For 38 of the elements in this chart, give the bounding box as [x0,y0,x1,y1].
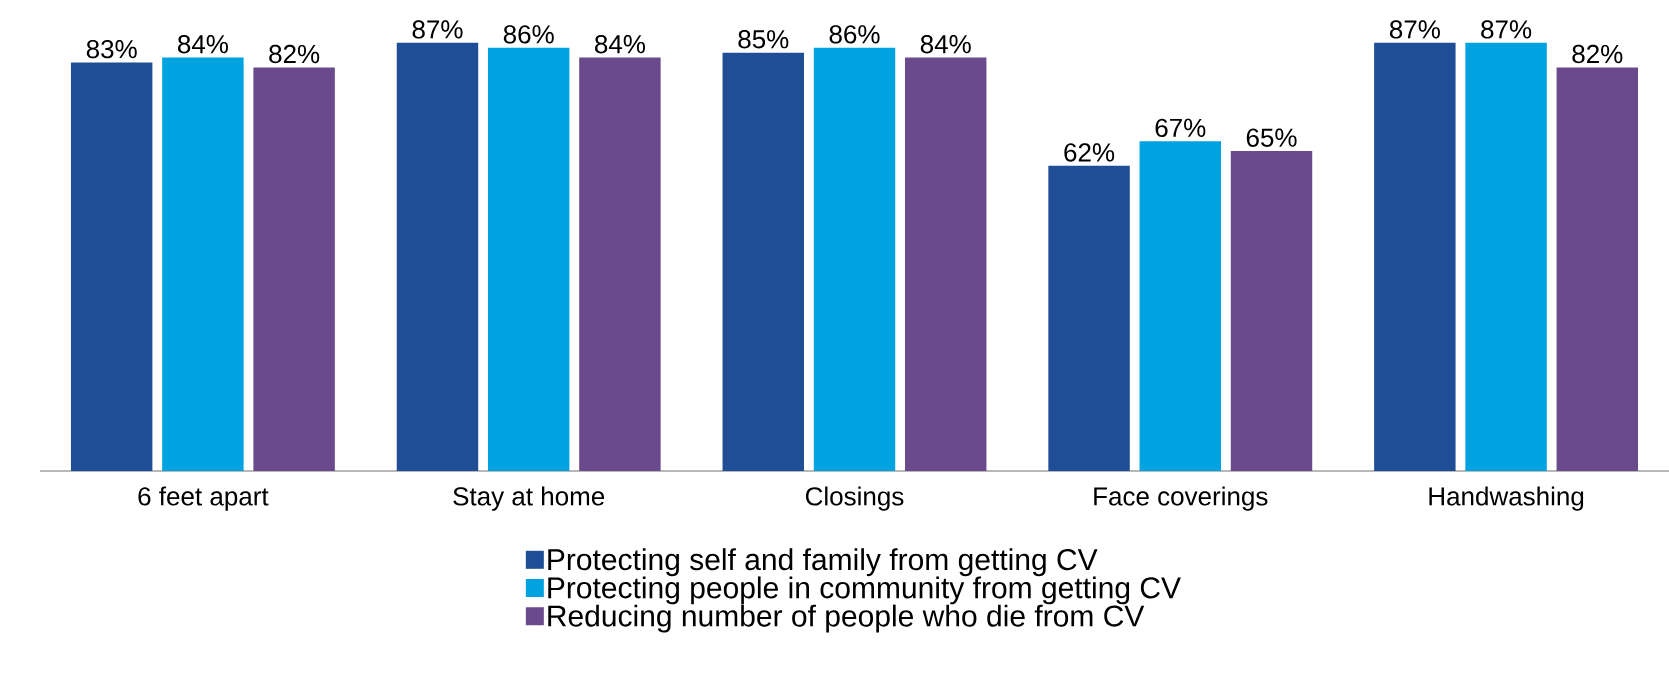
data-label: 84% [595,34,645,54]
bar [904,57,987,471]
bar [396,42,479,471]
bar [579,57,661,471]
x-tick-label: Closings [805,486,904,511]
data-label: 65% [1246,128,1297,147]
bar [813,47,896,471]
data-label: 87% [1481,20,1532,39]
legend-label: Protecting self and family from getting CV [548,548,1098,577]
bar [1230,151,1313,471]
data-label: 85% [738,30,789,49]
x-tick-label: Face coverings [1094,486,1268,511]
data-label: 84% [178,34,228,54]
data-label: 82% [1572,44,1623,64]
data-label: 87% [412,20,463,39]
bar [70,62,153,471]
data-label: 67% [1155,118,1206,138]
bar [1374,42,1456,471]
bar [1048,165,1130,471]
x-tick-label: Handwashing [1429,486,1584,511]
legend-label: Protecting people in community from getting CV [548,576,1181,605]
bar [487,47,570,471]
bar [162,57,244,471]
bar [1465,42,1547,471]
data-label: 86% [503,25,554,44]
legend-label: Reducing number of people who die from CV [548,604,1145,633]
x-tick-label: Stay at home [453,486,605,511]
bar [722,52,804,471]
data-label: 83% [86,39,137,59]
data-label: 86% [829,25,880,44]
data-label: 84% [920,34,971,54]
bar [1556,67,1639,471]
data-label: 87% [1389,20,1440,39]
data-label: 62% [1064,143,1115,162]
bar [253,67,335,471]
x-tick-label: 6 feet apart [138,486,269,511]
data-label: 82% [269,44,320,64]
bar [1139,141,1221,471]
